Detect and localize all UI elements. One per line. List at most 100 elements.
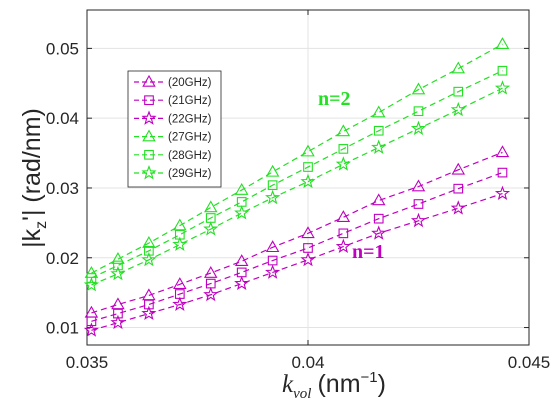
data-point <box>173 277 187 290</box>
data-point <box>142 288 156 301</box>
data-point <box>173 218 187 231</box>
data-point <box>265 189 281 205</box>
data-point <box>236 197 247 207</box>
data-point <box>371 225 387 240</box>
legend-entry-3: (27GHz) <box>134 129 212 144</box>
series-line <box>91 70 503 279</box>
legend-label: (28GHz) <box>168 150 212 162</box>
data-point <box>203 221 219 236</box>
legend-label: (27GHz) <box>168 132 212 144</box>
data-point <box>495 145 510 158</box>
data-point <box>451 61 466 74</box>
data-point <box>144 245 154 256</box>
data-point <box>373 213 384 224</box>
legend-entries: (20GHz) (21GHz) (22GHz) (27GHz) (28GHz) (29GH… <box>134 74 212 180</box>
series-line <box>91 172 503 322</box>
data-point <box>86 316 97 327</box>
legend-entry-1: (21GHz) <box>134 95 212 107</box>
legend-marker <box>141 165 157 180</box>
legend-marker <box>144 149 154 160</box>
data-point <box>113 308 123 319</box>
legend-marker <box>144 95 154 106</box>
data-point <box>450 200 466 215</box>
data-point <box>265 240 280 253</box>
y-tick-label: 0.03 <box>46 179 79 198</box>
legend-label: (22GHz) <box>168 113 212 125</box>
data-point <box>497 167 508 178</box>
legend-marker <box>142 129 156 142</box>
data-point <box>141 305 157 321</box>
data-point <box>267 180 278 191</box>
data-point <box>413 199 424 209</box>
data-point <box>453 86 464 97</box>
legend-label: (29GHz) <box>168 168 212 180</box>
x-tick-label: 0.04 <box>291 353 324 372</box>
data-point <box>336 124 351 137</box>
data-point <box>371 105 386 118</box>
legend-entry-2: (22GHz) <box>134 110 212 125</box>
data-point <box>450 101 466 117</box>
data-point <box>300 251 316 267</box>
series-line <box>91 87 503 286</box>
data-point <box>411 179 426 192</box>
data-point <box>451 162 466 175</box>
data-point <box>410 212 427 228</box>
data-point <box>335 238 351 254</box>
data-point <box>413 106 424 117</box>
data-point <box>494 80 511 95</box>
series-line <box>91 192 503 331</box>
y-axis-label: |kz'| (rad/nm) <box>18 108 50 248</box>
series-line <box>91 43 503 274</box>
data-point <box>111 252 125 264</box>
data-point <box>113 260 123 271</box>
data-point <box>234 205 250 220</box>
data-point <box>371 193 386 206</box>
data-point <box>410 120 427 136</box>
data-point <box>110 265 126 281</box>
data-point <box>373 125 384 136</box>
annotation-n2: n=2 <box>318 88 351 110</box>
data-point <box>141 251 157 267</box>
y-tick-label: 0.04 <box>46 109 79 128</box>
data-point <box>234 182 249 195</box>
y-tick-label: 0.05 <box>46 39 79 58</box>
data-point <box>495 37 510 49</box>
data-point <box>110 314 126 330</box>
data-point <box>497 65 508 76</box>
data-point <box>338 144 349 154</box>
series-5 <box>83 80 511 292</box>
data-point <box>172 296 188 311</box>
data-point <box>86 273 97 283</box>
legend-label: (21GHz) <box>168 95 212 107</box>
data-point <box>335 156 351 171</box>
data-point <box>234 254 249 267</box>
data-point <box>336 210 351 223</box>
data-point <box>300 173 316 189</box>
data-point <box>301 226 315 239</box>
series-layer <box>83 37 511 337</box>
data-point <box>142 235 156 248</box>
legend-label: (20GHz) <box>168 77 212 89</box>
legend-entry-4: (28GHz) <box>134 150 212 162</box>
data-point <box>265 264 281 279</box>
data-point <box>83 277 100 292</box>
series-1 <box>86 167 508 327</box>
y-tick-label: 0.02 <box>46 249 79 268</box>
x-axis-label: kvol (nm−1) <box>282 369 386 402</box>
data-point <box>453 183 464 194</box>
x-tick-label: 0.035 <box>66 353 109 372</box>
legend-marker <box>141 110 157 125</box>
data-point <box>172 236 188 251</box>
legend-marker <box>142 74 156 87</box>
series-4 <box>86 65 508 283</box>
data-point <box>144 299 154 310</box>
series-2 <box>83 185 511 337</box>
data-point <box>234 275 250 291</box>
legend: (20GHz) (21GHz) (22GHz) (27GHz) (28GHz) (29GH… <box>127 70 222 188</box>
x-tick-label: 0.045 <box>508 353 550 372</box>
data-point <box>411 82 426 95</box>
series-3 <box>84 37 510 278</box>
series-0 <box>84 145 510 318</box>
legend-box <box>127 70 222 188</box>
